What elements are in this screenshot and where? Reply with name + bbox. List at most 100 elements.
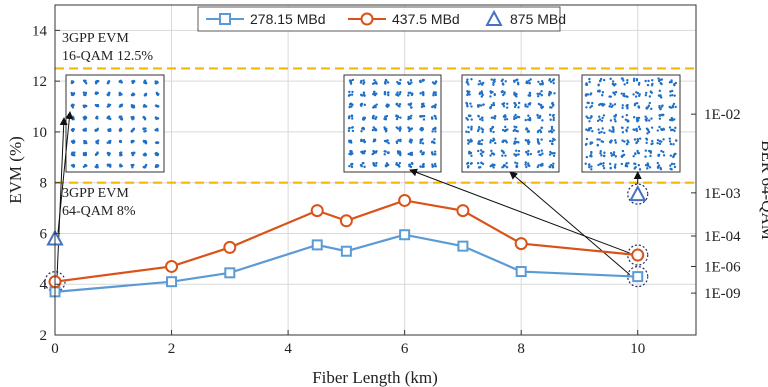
constellation-dot <box>537 95 539 97</box>
constellation-dot <box>504 114 506 116</box>
constellation-dot <box>94 166 96 168</box>
constellation-dot <box>501 79 503 81</box>
constellation-dot <box>492 131 494 133</box>
constellation-dot <box>540 127 542 129</box>
constellation-dot <box>657 129 659 131</box>
data-point-square <box>400 230 409 239</box>
constellation-dot <box>537 116 539 118</box>
constellation-dot <box>71 82 73 84</box>
constellation-dot <box>362 140 364 142</box>
constellation-dot <box>411 162 413 164</box>
constellation-dot <box>645 142 647 144</box>
constellation-dot <box>601 94 603 96</box>
constellation-dot <box>634 138 636 140</box>
constellation-dot <box>144 154 146 156</box>
constellation-dot <box>516 165 518 167</box>
constellation-dot <box>673 84 675 86</box>
constellation-dot <box>589 106 591 108</box>
constellation-dot <box>132 80 134 82</box>
constellation-dot <box>396 118 398 120</box>
constellation-dot <box>638 164 640 166</box>
constellation-dot <box>133 128 135 130</box>
constellation-dot <box>505 80 507 82</box>
data-point-circle <box>312 205 323 216</box>
constellation-dot <box>626 120 628 122</box>
constellation-dot <box>528 80 530 82</box>
threshold-16qam-label-line2: 16-QAM 12.5% <box>62 49 153 64</box>
constellation-dot <box>83 80 85 82</box>
constellation-dot <box>517 83 519 85</box>
constellation-dot <box>656 142 658 144</box>
constellation-dot <box>503 152 505 154</box>
constellation-dot <box>397 94 399 96</box>
constellation-dot <box>387 91 389 93</box>
constellation-dot <box>662 128 664 130</box>
constellation-dot <box>364 104 366 106</box>
constellation-dot <box>421 138 423 140</box>
constellation-dot <box>669 126 671 128</box>
constellation-dot <box>481 131 483 133</box>
constellation-dot <box>351 93 353 95</box>
constellation-dot <box>73 165 75 167</box>
constellation-dot <box>119 141 121 143</box>
constellation-dot <box>493 139 495 141</box>
constellation-dot <box>639 128 641 130</box>
constellation-dot <box>645 149 647 151</box>
constellation-dot <box>435 165 437 167</box>
constellation-dot <box>422 142 424 144</box>
constellation-dot <box>612 80 614 82</box>
constellation-dot <box>493 94 495 96</box>
constellation-dot <box>399 79 401 81</box>
constellation-dot <box>131 116 133 118</box>
constellation-dot <box>491 152 493 154</box>
constellation-dot <box>669 119 671 121</box>
constellation-dot <box>72 128 74 130</box>
constellation-dot <box>636 120 638 122</box>
constellation-dot <box>373 126 375 128</box>
constellation-dot <box>504 126 506 128</box>
constellation-dot <box>514 138 516 140</box>
constellation-dot <box>632 93 634 95</box>
constellation-dot <box>637 140 639 142</box>
data-point-circle <box>341 215 352 226</box>
constellation-dot <box>480 143 482 145</box>
constellation-dot <box>603 152 605 154</box>
constellation-dot <box>480 104 482 106</box>
threshold-16qam-label-line1: 3GPP EVM <box>62 31 129 46</box>
constellation-dot <box>503 105 505 107</box>
constellation-dot <box>600 140 602 142</box>
constellation-dot <box>505 162 507 164</box>
constellation-dot <box>513 153 515 155</box>
constellation-dot <box>597 84 599 86</box>
constellation-dot <box>433 138 435 140</box>
constellation-dot <box>597 90 599 92</box>
constellation-dot <box>399 126 401 128</box>
constellation-dot <box>611 106 613 108</box>
constellation-dot <box>470 138 472 140</box>
legend: 278.15 MBd 437.5 MBd 875 MBd <box>198 7 566 31</box>
constellation-dot <box>537 166 539 168</box>
constellation-dot <box>373 79 375 81</box>
constellation-dot <box>482 151 484 153</box>
constellation-dot <box>407 118 409 120</box>
constellation-dot <box>467 83 469 85</box>
constellation-dot <box>363 91 365 93</box>
constellation-dot <box>374 139 376 141</box>
x-tick-label: 2 <box>168 341 176 357</box>
constellation-dot <box>550 106 552 108</box>
constellation-dot <box>407 116 409 118</box>
constellation-dot <box>658 114 660 116</box>
constellation-dot <box>586 102 588 104</box>
constellation-dot <box>385 79 387 81</box>
constellation-dot <box>477 142 479 144</box>
constellation-dot <box>646 167 648 169</box>
constellation-dot <box>501 166 503 168</box>
constellation-dot <box>506 128 508 130</box>
constellation-dot <box>373 91 375 93</box>
constellation-dot <box>373 82 375 84</box>
constellation-dot <box>349 103 351 105</box>
constellation-dot <box>614 103 616 105</box>
constellation-dot <box>72 116 74 118</box>
constellation-dot <box>549 119 551 121</box>
constellation-dot <box>478 126 480 128</box>
